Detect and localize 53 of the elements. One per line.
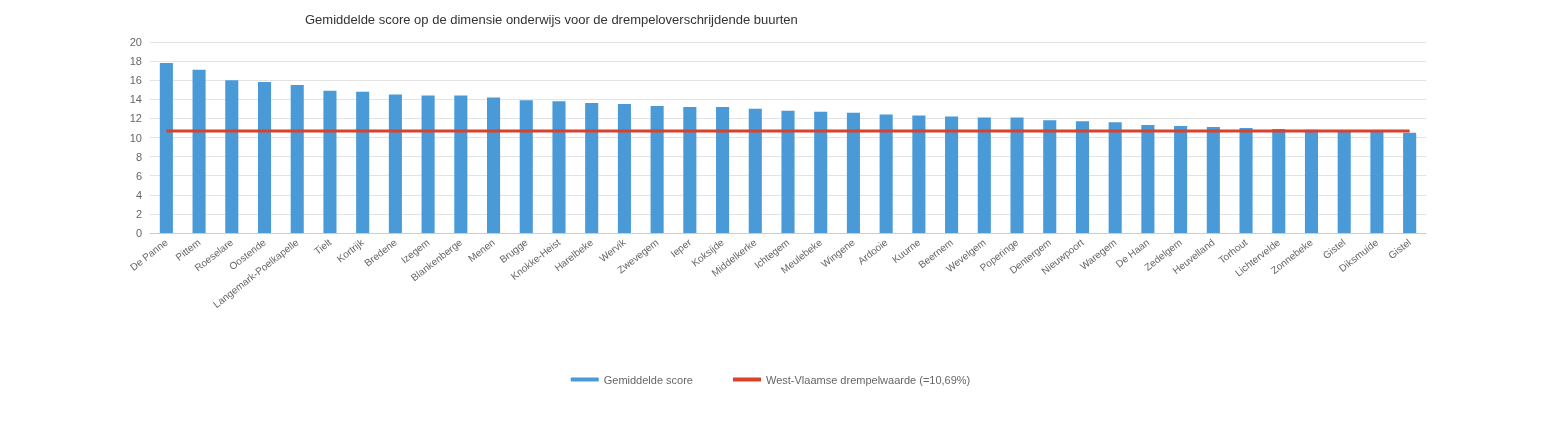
legend-label: West-Vlaamse drempelwaarde (=10,69%) — [765, 373, 971, 386]
bar — [454, 95, 468, 233]
y-tick-label: 4 — [135, 188, 142, 201]
chart-title: Gemiddelde score op de dimensie onderwijs voor de drempeloverschrijdende buurten — [305, 12, 798, 27]
y-tick-label: 12 — [129, 112, 142, 125]
bar — [945, 116, 959, 233]
bar — [879, 114, 893, 233]
bar — [1075, 121, 1090, 233]
bar — [257, 82, 272, 233]
bar — [1239, 127, 1253, 233]
bar — [225, 80, 239, 233]
bar — [1141, 125, 1155, 233]
bar — [1337, 130, 1351, 233]
bar — [1206, 127, 1220, 233]
y-tick-label: 2 — [135, 207, 142, 220]
y-tick-label: 10 — [129, 131, 142, 144]
bar — [1010, 117, 1024, 233]
bar — [486, 97, 501, 233]
y-tick-label: 6 — [135, 169, 142, 182]
bar — [912, 115, 926, 233]
bar — [1403, 132, 1417, 233]
y-tick-label: 16 — [129, 74, 142, 87]
y-tick-label: 14 — [129, 93, 142, 106]
bar — [519, 100, 533, 233]
x-tick-label: Tielt — [311, 236, 334, 257]
bar — [290, 84, 304, 233]
legend-label: Gemiddelde score — [603, 373, 693, 386]
bar — [1304, 129, 1319, 233]
y-tick-label: 18 — [129, 55, 142, 68]
bar — [650, 105, 664, 233]
bar — [1370, 131, 1384, 233]
bar — [421, 95, 435, 233]
bar — [716, 106, 730, 233]
bar — [814, 111, 828, 233]
y-tick-label: 8 — [135, 150, 142, 163]
bar — [617, 104, 631, 233]
bar — [356, 91, 370, 233]
bar — [748, 108, 762, 233]
bar — [159, 63, 173, 233]
bar — [846, 112, 860, 233]
bar — [683, 106, 697, 233]
bar — [552, 101, 566, 233]
bar — [585, 103, 599, 233]
bar — [977, 117, 991, 233]
bar — [1108, 122, 1122, 233]
bar — [388, 94, 402, 233]
bar — [192, 69, 206, 233]
y-tick-label: 0 — [135, 227, 142, 239]
bar — [323, 90, 337, 233]
bar — [1174, 126, 1188, 233]
y-tick-label: 20 — [129, 36, 142, 48]
bar — [1043, 120, 1057, 233]
bar — [781, 110, 795, 233]
